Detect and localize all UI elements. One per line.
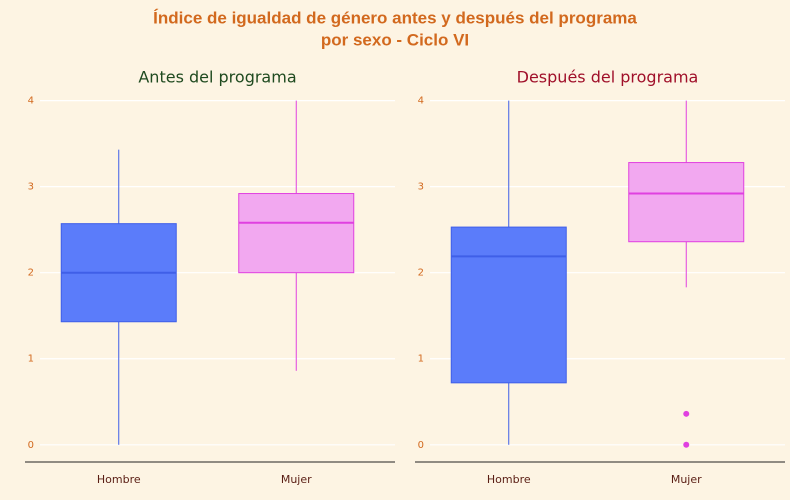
- y-tick-label: 4: [418, 96, 424, 107]
- y-tick-label: 2: [418, 268, 424, 279]
- outlier: [683, 410, 690, 417]
- y-tick-label: 3: [28, 182, 34, 193]
- outlier: [683, 441, 690, 448]
- y-tick-label: 4: [28, 96, 34, 107]
- panel-title: Antes del programa: [138, 68, 296, 87]
- x-tick-label: Hombre: [97, 473, 141, 486]
- box: [628, 162, 745, 243]
- x-tick-label: Hombre: [487, 473, 531, 486]
- x-tick-label: Mujer: [671, 473, 702, 486]
- y-tick-label: 0: [418, 440, 424, 451]
- y-tick-label: 1: [418, 354, 424, 365]
- y-tick-label: 2: [28, 268, 34, 279]
- chart-title: por sexo - Ciclo VI: [321, 30, 469, 49]
- panel-title: Después del programa: [517, 68, 699, 87]
- box: [238, 193, 355, 274]
- box: [450, 226, 567, 384]
- y-tick-label: 3: [418, 182, 424, 193]
- x-tick-label: Mujer: [281, 473, 312, 486]
- y-tick-label: 1: [28, 354, 34, 365]
- y-tick-label: 0: [28, 440, 34, 451]
- chart-title: Índice de igualdad de género antes y des…: [153, 8, 637, 27]
